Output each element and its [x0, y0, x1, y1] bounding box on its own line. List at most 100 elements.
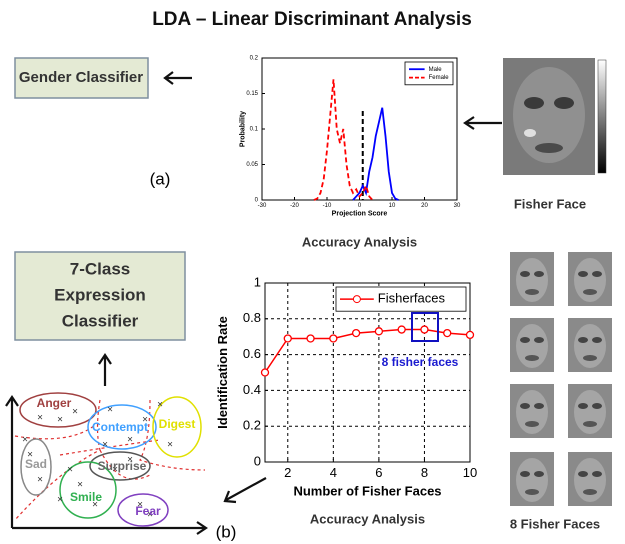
face-image: [578, 403, 588, 409]
cluster-point: ×: [67, 465, 73, 476]
face-image: [534, 337, 544, 343]
face-image: [520, 337, 530, 343]
cluster-point: ×: [157, 400, 163, 411]
y-tick-label: 1: [254, 274, 261, 289]
fisher-faces-grid: [510, 252, 612, 506]
face-image: [578, 271, 588, 277]
cluster-label: Sad: [25, 457, 47, 471]
data-point: [375, 328, 382, 335]
x-tick-label: 8: [421, 465, 428, 480]
arrow: [225, 478, 266, 502]
cluster-point: ×: [107, 405, 113, 416]
face-image: [592, 403, 602, 409]
cluster-label: Contempt: [92, 420, 148, 434]
page-title: LDA – Linear Discriminant Analysis: [152, 9, 472, 30]
legend-box: [405, 62, 453, 85]
arrow: [165, 72, 192, 84]
data-point: [421, 326, 428, 333]
cluster-point: ×: [57, 495, 63, 506]
y-tick-label: 0.1: [250, 127, 259, 133]
face-image: [525, 289, 539, 295]
face-image: [516, 324, 548, 368]
legend-label: Male: [429, 67, 443, 73]
fisher-face-image: [503, 58, 606, 175]
face-image: [574, 258, 606, 302]
face-image: [525, 489, 539, 495]
cluster-label: Surprise: [98, 459, 147, 473]
y-tick-label: 0.8: [243, 310, 261, 325]
cluster-point: ×: [37, 413, 43, 424]
label-a: (a): [150, 169, 171, 188]
face-image: [516, 458, 548, 502]
chart-caption: Accuracy Analysis: [310, 511, 425, 526]
face-image: [592, 337, 602, 343]
face-image: [534, 471, 544, 477]
data-point: [330, 335, 337, 342]
face-image: [520, 271, 530, 277]
arrow: [99, 355, 111, 386]
y-tick-label: 0.2: [250, 56, 259, 62]
face-image: [574, 458, 606, 502]
legend-label: Female: [429, 75, 450, 81]
cluster-point: ×: [72, 407, 78, 418]
data-point: [398, 326, 405, 333]
cluster-point: ×: [127, 435, 133, 446]
face-image: [534, 271, 544, 277]
x-tick-label: 2: [284, 465, 291, 480]
cluster-label: Fear: [135, 504, 161, 518]
y-axis-label: Identification Rate: [215, 316, 230, 429]
face-image: [516, 258, 548, 302]
x-tick-label: -10: [323, 203, 332, 209]
x-tick-label: 10: [463, 465, 477, 480]
cluster-point: ×: [22, 435, 28, 446]
cluster-label: Anger: [37, 396, 72, 410]
expression-box-text: Expression: [54, 285, 146, 304]
y-tick-label: 0.05: [246, 162, 258, 168]
face-image: [583, 355, 597, 361]
data-point: [284, 335, 291, 342]
face-image: [592, 271, 602, 277]
x-tick-label: 10: [389, 203, 396, 209]
data-point: [444, 330, 451, 337]
y-tick-label: 0: [254, 453, 261, 468]
x-tick-label: 20: [421, 203, 428, 209]
face-image: [583, 421, 597, 427]
x-axis-label: Projection Score: [332, 211, 388, 218]
fisher-face-caption: Fisher Face: [514, 196, 586, 211]
arrow: [465, 117, 502, 129]
cluster-label: Digest: [159, 417, 196, 431]
cluster-point: ×: [167, 440, 173, 451]
face-image: [578, 337, 588, 343]
face-image: [520, 403, 530, 409]
label-b: (b): [216, 522, 237, 541]
x-tick-label: 0: [358, 203, 362, 209]
data-point: [262, 369, 269, 376]
expression-box-text: 7-Class: [70, 259, 130, 278]
y-tick-label: 0.15: [246, 91, 258, 97]
x-tick-label: 6: [375, 465, 382, 480]
y-tick-label: 0.6: [243, 346, 261, 361]
cluster-point: ×: [77, 480, 83, 491]
cluster-point: ×: [57, 415, 63, 426]
gender-box-text: Gender Classifier: [19, 69, 143, 86]
face-image: [578, 471, 588, 477]
y-tick-label: 0.2: [243, 418, 261, 433]
expression-box-text: Classifier: [62, 311, 139, 330]
annotation: 8 fisher faces: [382, 355, 459, 369]
face-image: [574, 324, 606, 368]
legend-label: Fisherfaces: [378, 291, 446, 306]
data-point: [467, 331, 474, 338]
y-tick-label: 0.4: [243, 382, 261, 397]
face-image: [525, 355, 539, 361]
face-image: [520, 471, 530, 477]
x-axis-label: Number of Fisher Faces: [293, 483, 441, 498]
x-tick-label: 30: [454, 203, 461, 209]
page: LDA – Linear Discriminant Analysis Gende…: [0, 0, 625, 544]
cluster-point: ×: [37, 475, 43, 486]
face-image: [583, 289, 597, 295]
face-image: [574, 390, 606, 434]
series-line: [353, 108, 399, 200]
cluster-point: ×: [102, 440, 108, 451]
x-tick-label: -20: [290, 203, 299, 209]
face-image: [592, 471, 602, 477]
